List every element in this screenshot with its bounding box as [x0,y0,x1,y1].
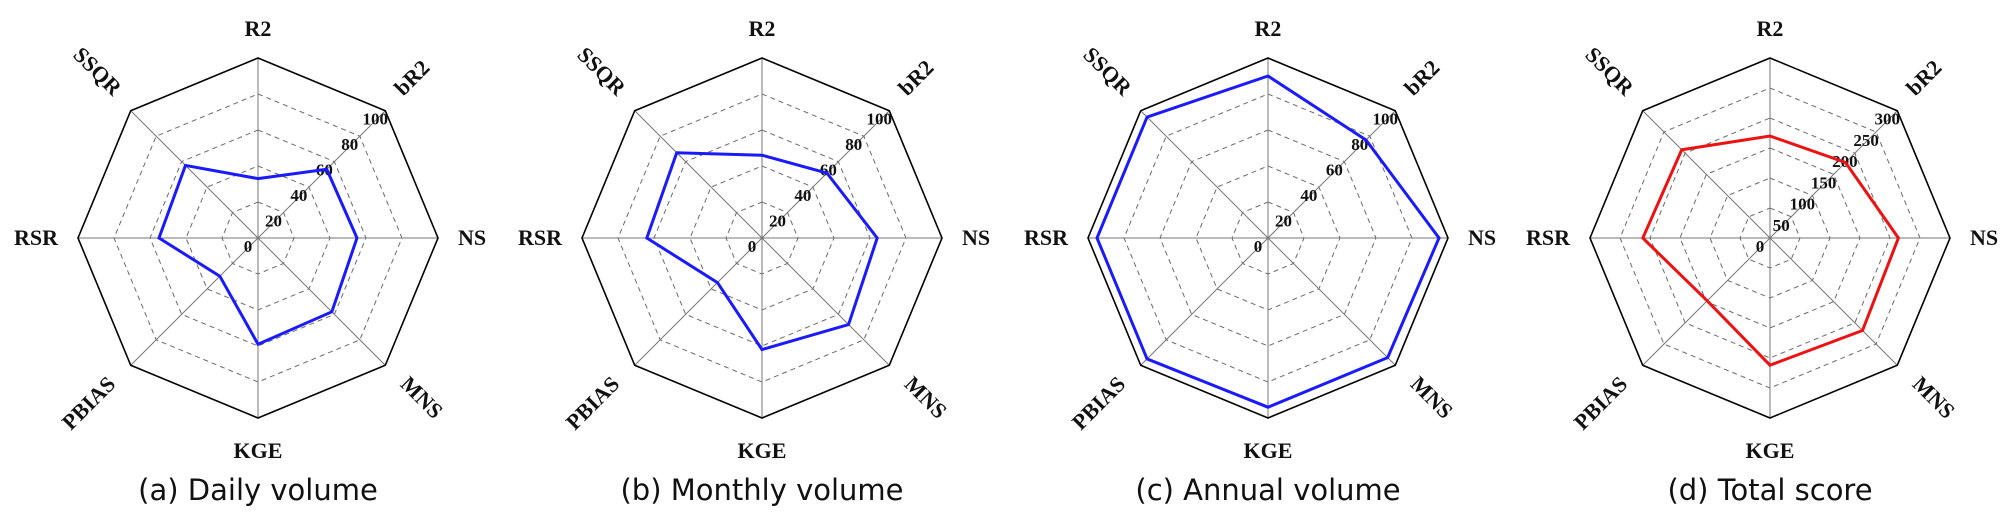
axis-label-kge: KGE [1244,438,1293,463]
tick-label: 80 [341,135,358,154]
tick-label: 100 [363,110,389,129]
axis-label-mns: MNS [1908,371,1960,423]
tick-label: 20 [265,212,282,231]
axis-label-ns: NS [458,225,486,250]
outer-frame [1087,57,1449,419]
spoke-line [634,110,763,239]
spoke-line [1140,110,1269,239]
panel-caption: (b) Monthly volume [620,473,903,507]
tick-label: 80 [845,135,862,154]
tick-label: 40 [794,186,811,205]
axis-label-r2: R2 [245,16,272,41]
grid-ring [149,129,367,347]
spoke-line [1642,110,1771,239]
tick-label: 60 [1326,161,1343,180]
outer-frame [77,57,439,419]
tick-label: 0 [1756,237,1765,256]
tick-label: 0 [1254,237,1263,256]
axis-label-kge: KGE [738,438,787,463]
spoke-line [257,237,386,366]
grid-ring [1123,93,1413,383]
axis-label-rsr: RSR [518,225,563,250]
panel-caption: (c) Annual volume [1135,473,1400,507]
spoke-line [1769,110,1898,239]
axis-label-rsr: RSR [1024,225,1069,250]
spoke-line [1267,110,1396,239]
axis-label-pbias: PBIAS [1067,371,1130,434]
tick-label: 60 [820,161,837,180]
axis-label-br2: bR2 [1399,55,1444,100]
outer-frame [581,57,943,419]
panel-caption: (d) Total score [1667,473,1872,507]
spoke-line [257,110,386,239]
axis-label-ssqr: SSQR [69,42,128,101]
axis-label-br2: bR2 [893,55,938,100]
axis-label-br2: bR2 [1901,55,1946,100]
axis-label-kge: KGE [234,438,283,463]
grid-ring [113,93,403,383]
axis-label-mns: MNS [1406,371,1458,423]
tick-label: 250 [1853,131,1879,150]
grid-ring [617,93,907,383]
grid-ring [1679,147,1861,329]
axis-label-r2: R2 [1757,16,1784,41]
radar-panel-2: 0 20 40 60 80 100 R2 bR2 NS MNS KGE PBIAS RSR SSQR (b)… [518,16,990,507]
tick-label: 0 [748,237,757,256]
spoke-line [1769,237,1898,366]
tick-label: 20 [769,212,786,231]
grid-ring [653,129,871,347]
spoke-line [761,237,890,366]
spoke-line [761,110,890,239]
series-line-4 [1641,134,1901,367]
spoke-line [1267,237,1396,366]
axis-label-ssqr: SSQR [1581,42,1640,101]
axis-label-r2: R2 [1255,16,1282,41]
panel-caption: (a) Daily volume [138,473,378,507]
axis-label-r2: R2 [749,16,776,41]
tick-label: 300 [1875,110,1901,129]
tick-label: 0 [244,237,253,256]
axis-label-ns: NS [962,225,990,250]
axis-label-pbias: PBIAS [1569,371,1632,434]
axis-label-ssqr: SSQR [573,42,632,101]
spoke-line [130,110,259,239]
tick-label: 20 [1275,212,1292,231]
tick-label: 100 [867,110,893,129]
axis-label-mns: MNS [396,371,448,423]
spoke-line [130,237,259,366]
tick-label: 50 [1773,216,1790,235]
radar-panel-1: 020406080100R2bR2NSMNSKGEPBIASRSRSSQR(a)… [14,16,486,507]
radar-panel-4: 050100150200250300R2bR2NSMNSKGEPBIASRSRS… [1526,16,1998,507]
axis-label-rsr: RSR [14,225,59,250]
spoke-line [1140,237,1269,366]
spoke-line [634,237,763,366]
axis-label-ns: NS [1468,225,1496,250]
axis-label-ssqr: SSQR [1079,42,1138,101]
grid-ring [1159,129,1377,347]
radar-panel-3: 020406080100R2bR2NSMNSKGEPBIASRSRSSQR(c)… [1024,16,1496,507]
tick-label: 40 [1300,186,1317,205]
grid-ring [1649,117,1891,359]
tick-label: 100 [1373,110,1399,129]
axis-label-br2: bR2 [389,55,434,100]
axis-label-pbias: PBIAS [57,371,120,434]
outer-frame [1589,57,1951,419]
axis-label-ns: NS [1970,225,1998,250]
tick-label: 40 [290,186,307,205]
tick-label: 150 [1811,173,1837,192]
axis-label-pbias: PBIAS [561,371,624,434]
axis-label-rsr: RSR [1526,225,1571,250]
tick-label: 100 [1790,195,1816,214]
axis-label-kge: KGE [1746,438,1795,463]
axis-label-mns: MNS [900,371,952,423]
